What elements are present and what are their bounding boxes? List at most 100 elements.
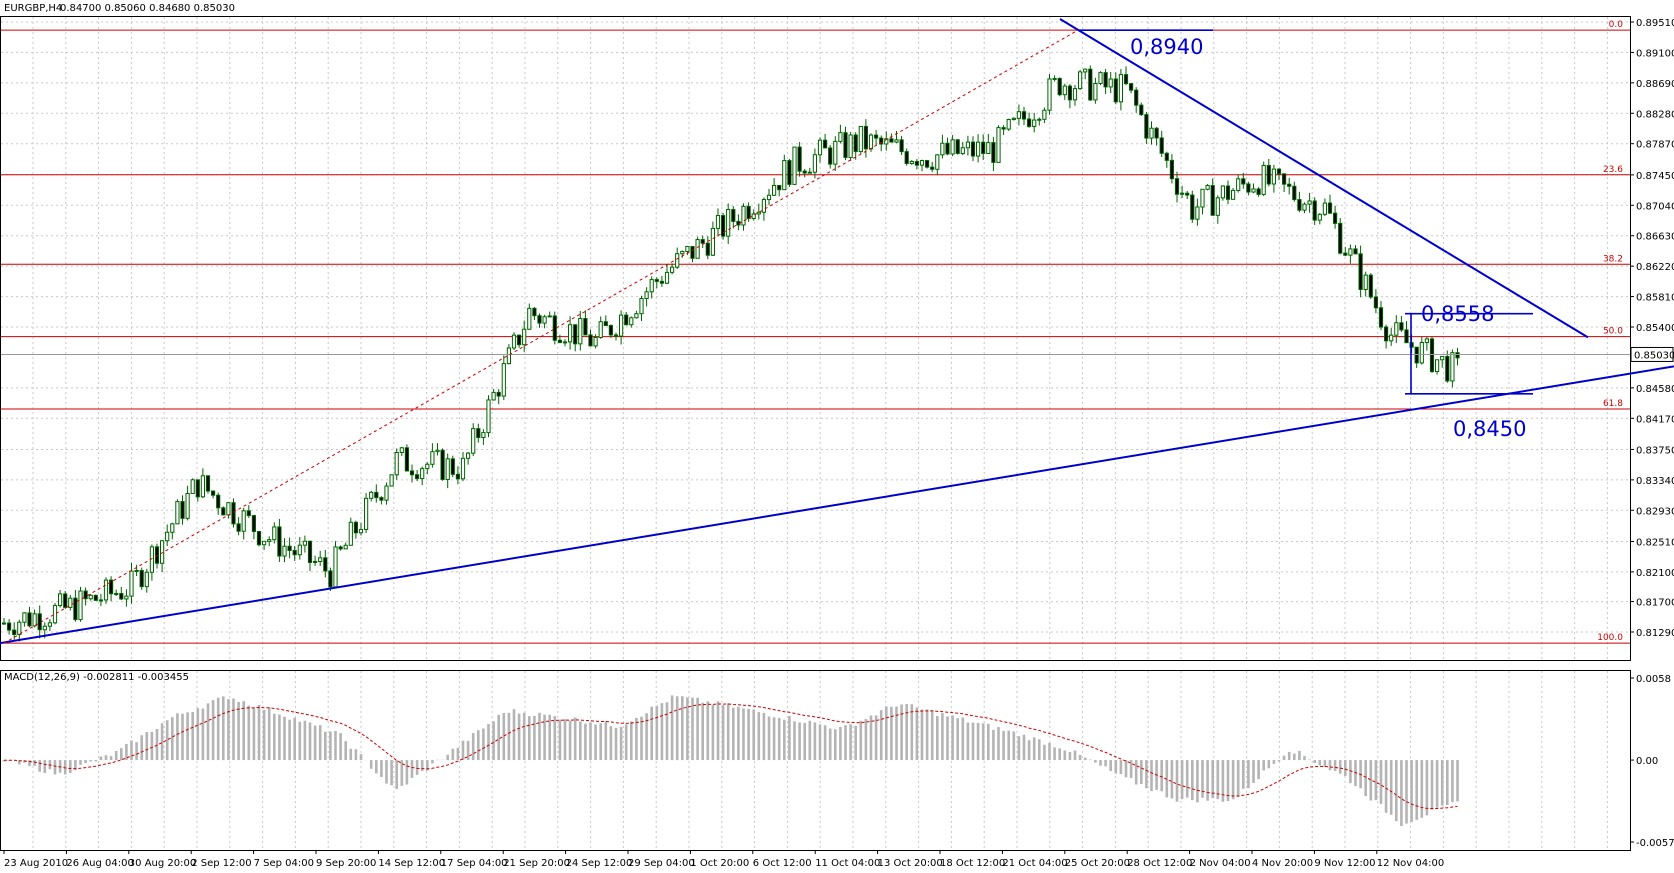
time-tick-label: 26 Aug 04:00 (66, 858, 133, 869)
candle-body (256, 530, 262, 546)
candle-body (899, 139, 904, 153)
candle-body (848, 134, 853, 158)
candle-body (1322, 202, 1328, 215)
candle-body (833, 140, 838, 165)
candle-body (1215, 197, 1220, 216)
candle-body (1292, 185, 1297, 201)
time-tick-label: 18 Oct 12:00 (940, 858, 1005, 869)
time-tick-label: 29 Sep 04:00 (628, 858, 695, 869)
candle-body (807, 171, 812, 174)
candle-body (68, 597, 73, 608)
time-tick-label: 17 Sep 04:00 (441, 858, 508, 869)
candle-body (925, 160, 930, 168)
candle-body (568, 324, 573, 343)
candle-body (1251, 188, 1256, 193)
candle-body (22, 612, 27, 623)
candle-body (486, 399, 491, 434)
candle-body (63, 593, 68, 608)
candle-body (1414, 346, 1419, 364)
price-tick-label: 0.82930 (1636, 506, 1674, 517)
candle-body (976, 141, 981, 157)
candle-body (1021, 111, 1027, 120)
candle-body (1363, 274, 1368, 290)
time-tick-label: 23 Aug 2010 (4, 858, 68, 869)
candle-body (1200, 188, 1205, 208)
time-tick-label: 25 Oct 20:00 (1065, 858, 1130, 869)
candle-body (144, 571, 149, 588)
candle-body (1195, 206, 1200, 220)
candle-body (1266, 164, 1271, 185)
candle-body (420, 468, 425, 480)
candle-body (1373, 296, 1379, 309)
candle-body (246, 510, 251, 517)
candle-body (216, 494, 221, 509)
candle-body (741, 205, 746, 226)
candle-body (1067, 85, 1073, 101)
candle-body (1154, 127, 1159, 139)
candle-body (313, 560, 318, 563)
candle-body (1394, 322, 1399, 336)
candle-body (593, 336, 598, 347)
candle-body (114, 593, 119, 596)
candle-body (634, 313, 639, 319)
overlay: 0.85030 (0, 18, 1674, 645)
candle-body (1149, 127, 1154, 139)
candle-body (874, 134, 879, 139)
candle-body (103, 579, 109, 601)
price-tick-label: 0.86630 (1636, 232, 1674, 243)
candle-body (970, 141, 976, 157)
fibonacci-levels: 0.0 23.6 38.2 50.0 61.8 100.0 (1, 20, 1630, 644)
candle-body (1139, 104, 1144, 116)
candle-body (460, 457, 466, 480)
candle-body (588, 334, 593, 347)
candle-body (42, 625, 47, 631)
candle-body (7, 622, 12, 631)
candle-body (364, 497, 369, 530)
candle-body (88, 594, 93, 600)
candle-body (1123, 74, 1129, 85)
candle-body (292, 549, 297, 556)
candle-body (858, 125, 863, 153)
price-tick-label: 0.84170 (1636, 414, 1674, 425)
candle-body (211, 490, 216, 496)
price-tick-label: 0.81290 (1636, 628, 1674, 639)
candle-body (466, 452, 471, 459)
candle-body (231, 502, 236, 525)
macd-panel (2, 695, 1459, 827)
candle-body (527, 307, 532, 330)
candle-body (1190, 194, 1195, 220)
candle-body (1302, 203, 1307, 211)
candle-body (384, 485, 389, 501)
candle-body (726, 209, 731, 237)
candle-body (1, 622, 7, 625)
candle-body (981, 141, 986, 154)
candle-body (435, 449, 440, 453)
candle-body (1424, 338, 1430, 344)
fib-label: 100.0 (1597, 633, 1623, 643)
candle-body (262, 540, 267, 546)
candle-body (1256, 188, 1261, 195)
candle-body (1210, 185, 1215, 216)
current-price-box (1630, 346, 1674, 362)
candle-body (267, 539, 272, 542)
time-tick-label: 24 Sep 12:00 (566, 858, 633, 869)
axes: 0.89510 0.89100 0.88690 0.88280 0.87870 0.874… (0, 16, 1674, 869)
candle-body (695, 239, 700, 259)
candle-body (175, 501, 180, 525)
candle-body (955, 139, 960, 154)
candle-body (1011, 117, 1016, 120)
time-tick-label: 12 Nov 04:00 (1377, 858, 1444, 869)
candle-body (991, 142, 996, 163)
candle-body (583, 317, 588, 336)
candle-body (557, 339, 562, 343)
candle-body (1220, 185, 1226, 199)
candle-body (1419, 342, 1424, 364)
candle-body (777, 184, 782, 191)
candle-body (1180, 192, 1185, 195)
candle-body (517, 334, 522, 346)
candle-body (578, 317, 583, 345)
candle-body (772, 184, 777, 196)
candle-body (12, 629, 17, 635)
candle-body (1144, 114, 1149, 139)
